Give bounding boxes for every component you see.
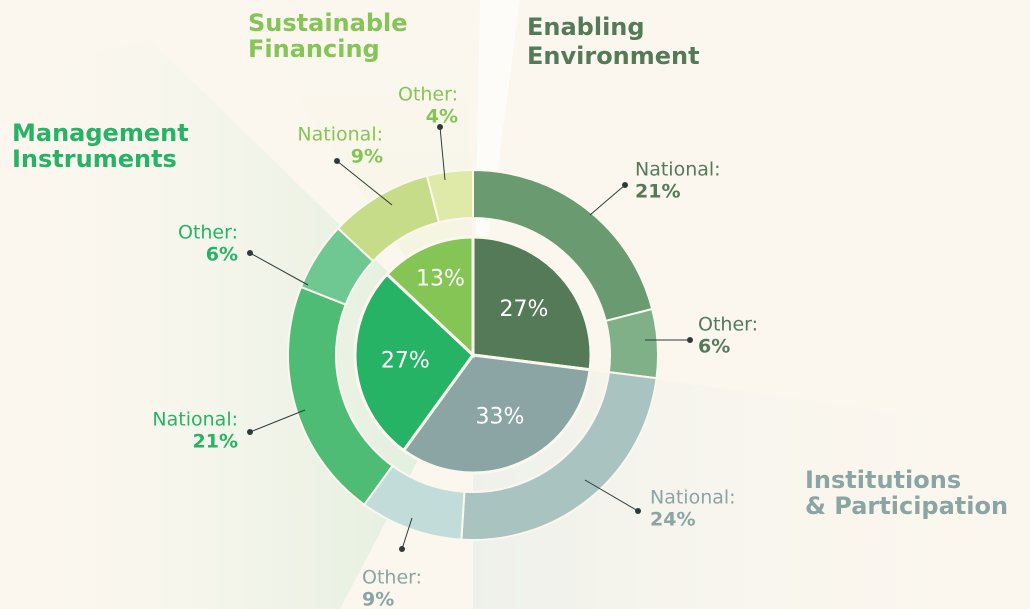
part-value: 6% bbox=[698, 336, 730, 358]
leader-line bbox=[439, 126, 446, 181]
ring-segment bbox=[604, 307, 659, 380]
leader-dot bbox=[247, 250, 253, 256]
part-name: Other: bbox=[398, 84, 458, 106]
leader-line bbox=[589, 184, 626, 216]
part-value: 6% bbox=[206, 244, 238, 266]
group-title: Institutions bbox=[805, 466, 961, 494]
leader-dot bbox=[399, 546, 405, 552]
pie-slice bbox=[353, 272, 475, 453]
leader-dot bbox=[622, 182, 628, 188]
part-name: National: bbox=[650, 487, 736, 509]
leader-line bbox=[401, 517, 413, 550]
leader-dot bbox=[437, 124, 443, 130]
part-name: National: bbox=[635, 159, 721, 181]
group-title: Management bbox=[12, 119, 189, 147]
part-value: 24% bbox=[650, 509, 695, 531]
part-value: 21% bbox=[635, 181, 680, 203]
part-value: 9% bbox=[362, 589, 394, 609]
group-title: Sustainable bbox=[248, 9, 408, 37]
part-name: Other: bbox=[362, 567, 422, 589]
slice-label: 13% bbox=[416, 267, 465, 292]
pie-slice bbox=[401, 353, 592, 475]
leader-dot bbox=[247, 429, 253, 435]
group-title: Environment bbox=[527, 42, 700, 70]
group-title: & Participation bbox=[805, 492, 1008, 520]
leader-dot bbox=[635, 508, 641, 514]
pie-slice bbox=[471, 235, 593, 372]
group-title: Instruments bbox=[12, 145, 177, 173]
pie-slice bbox=[384, 235, 475, 359]
leader-line bbox=[249, 252, 309, 286]
group-title: Enabling bbox=[527, 13, 645, 41]
group-title: Financing bbox=[248, 35, 380, 63]
part-value: 9% bbox=[351, 146, 383, 168]
slice-label: 27% bbox=[381, 348, 430, 373]
slice-label: 27% bbox=[500, 297, 549, 322]
leader-line bbox=[584, 479, 639, 512]
leader-line bbox=[249, 409, 306, 433]
part-name: National: bbox=[152, 409, 238, 431]
part-name: Other: bbox=[698, 314, 758, 336]
leader-dot bbox=[334, 158, 340, 164]
slice-label: 33% bbox=[476, 404, 525, 429]
ring-segment bbox=[425, 168, 474, 224]
part-name: National: bbox=[297, 124, 383, 146]
leader-line bbox=[336, 160, 393, 206]
leader-dot bbox=[687, 337, 693, 343]
part-value: 4% bbox=[426, 106, 458, 128]
part-value: 21% bbox=[193, 431, 238, 453]
part-name: Other: bbox=[178, 222, 238, 244]
